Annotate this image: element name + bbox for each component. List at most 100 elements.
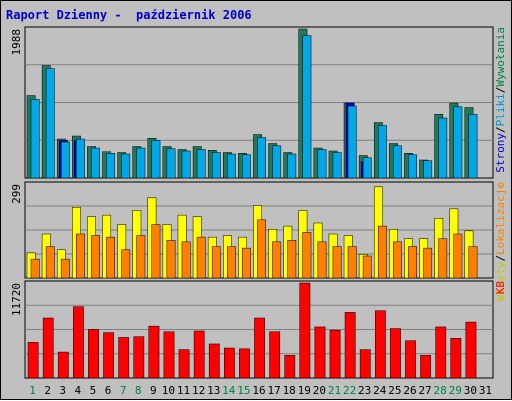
bar-pliki-24 bbox=[377, 125, 387, 179]
bar-kb-6 bbox=[103, 332, 114, 379]
bar-lokalizacje-17 bbox=[272, 241, 282, 279]
bar-pliki-6 bbox=[106, 153, 116, 179]
bar-pliki-22 bbox=[347, 105, 357, 179]
bar-pliki-26 bbox=[408, 154, 417, 179]
bar-lokalizacje-4 bbox=[76, 233, 85, 279]
x-tick-label-22: 22 bbox=[343, 384, 356, 397]
x-tick-label-6: 6 bbox=[105, 384, 112, 397]
bar-pliki-16 bbox=[257, 137, 267, 179]
chart-title: Raport Dzienny - październik 2006 bbox=[6, 8, 252, 22]
bar-pliki-21 bbox=[332, 152, 342, 179]
x-tick-label-30: 30 bbox=[464, 384, 477, 397]
bar-kb-17 bbox=[269, 331, 281, 379]
x-tick-label-4: 4 bbox=[75, 384, 82, 397]
bar-lokalizacje-20 bbox=[317, 241, 327, 279]
bar-kb-26 bbox=[405, 340, 416, 379]
x-tick-label-9: 9 bbox=[150, 384, 157, 397]
bar-lokalizacje-18 bbox=[287, 240, 297, 279]
bar-lokalizacje-2 bbox=[45, 246, 55, 279]
bar-pliki-29 bbox=[453, 106, 463, 179]
x-tick-label-27: 27 bbox=[418, 384, 431, 397]
bar-pliki-1 bbox=[30, 99, 40, 179]
legend-hits: Strony/Pliki/Wywołania bbox=[494, 27, 507, 173]
x-tick-label-21: 21 bbox=[328, 384, 341, 397]
x-tick-label-26: 26 bbox=[403, 384, 416, 397]
x-tick-label-7: 7 bbox=[120, 384, 127, 397]
x-tick-label-20: 20 bbox=[313, 384, 326, 397]
x-tick-label-19: 19 bbox=[298, 384, 311, 397]
x-tick-label-17: 17 bbox=[267, 384, 280, 397]
bar-lokalizacje-19 bbox=[302, 232, 312, 279]
x-tick-label-3: 3 bbox=[59, 384, 66, 397]
bar-lokalizacje-26 bbox=[408, 246, 417, 279]
bar-kb-16 bbox=[254, 317, 265, 379]
ymax-label-hits: 1988 bbox=[10, 29, 23, 56]
bar-lokalizacje-5 bbox=[91, 235, 100, 279]
bar-lokalizacje-1 bbox=[30, 258, 40, 279]
bar-lokalizacje-15 bbox=[242, 247, 251, 279]
bar-pliki-17 bbox=[272, 145, 282, 179]
bar-lokalizacje-22 bbox=[347, 246, 357, 279]
bar-kb-28 bbox=[435, 326, 447, 379]
x-tick-label-10: 10 bbox=[162, 384, 175, 397]
bar-kb-4 bbox=[73, 306, 84, 379]
bar-kb-21 bbox=[329, 329, 341, 379]
bar-pliki-14 bbox=[227, 153, 236, 179]
bar-kb-12 bbox=[193, 330, 205, 379]
bar-lokalizacje-28 bbox=[438, 238, 448, 279]
legend-item: Lokalizacje bbox=[494, 182, 507, 255]
x-tick-label-15: 15 bbox=[237, 384, 250, 397]
bar-kb-20 bbox=[314, 326, 326, 379]
bar-lokalizacje-8 bbox=[136, 235, 146, 279]
ymax-label-visits: 299 bbox=[10, 184, 23, 204]
bar-kb-5 bbox=[88, 329, 99, 379]
bar-pliki-13 bbox=[211, 152, 221, 179]
bar-pliki-5 bbox=[91, 147, 100, 179]
bar-kb-25 bbox=[390, 328, 401, 379]
x-tick-label-5: 5 bbox=[90, 384, 97, 397]
bar-kb-29 bbox=[450, 338, 462, 379]
bar-kb-11 bbox=[178, 349, 190, 379]
bar-lokalizacje-3 bbox=[60, 258, 70, 279]
bar-lokalizacje-13 bbox=[211, 246, 221, 279]
x-tick-label-1: 1 bbox=[29, 384, 36, 397]
bar-kb-23 bbox=[359, 349, 371, 379]
bar-kb-14 bbox=[224, 347, 235, 379]
bar-pliki-11 bbox=[181, 150, 191, 179]
bar-pliki-25 bbox=[393, 145, 402, 179]
bar-pliki-18 bbox=[287, 153, 297, 179]
bar-kb-22 bbox=[344, 312, 356, 379]
x-tick-label-14: 14 bbox=[222, 384, 236, 397]
bar-pliki-7 bbox=[121, 153, 131, 179]
bar-pliki-3 bbox=[60, 141, 70, 179]
bar-kb-3 bbox=[57, 351, 69, 379]
legend-item: Pliki bbox=[494, 93, 507, 126]
x-tick-label-16: 16 bbox=[252, 384, 265, 397]
bar-lokalizacje-29 bbox=[453, 233, 463, 279]
bar-pliki-27 bbox=[423, 160, 433, 179]
bar-pliki-9 bbox=[151, 140, 161, 179]
bar-lokalizacje-25 bbox=[393, 241, 402, 279]
legend-item: / bbox=[494, 255, 507, 262]
bar-lokalizacje-6 bbox=[106, 236, 116, 279]
x-tick-label-11: 11 bbox=[177, 384, 190, 397]
bar-kb-13 bbox=[208, 343, 220, 379]
bar-pliki-8 bbox=[136, 147, 146, 179]
x-tick-label-31: 31 bbox=[479, 384, 492, 397]
bar-pliki-20 bbox=[317, 149, 327, 179]
x-tick-label-8: 8 bbox=[135, 384, 142, 397]
bar-pliki-30 bbox=[468, 114, 478, 179]
bar-lokalizacje-7 bbox=[121, 249, 131, 279]
ymax-label-kb: 11720 bbox=[10, 283, 23, 316]
bar-lokalizacje-11 bbox=[181, 241, 191, 279]
bar-pliki-12 bbox=[196, 149, 206, 179]
bar-pliki-2 bbox=[45, 68, 55, 179]
x-tick-label-24: 24 bbox=[373, 384, 387, 397]
bar-kb-10 bbox=[163, 331, 175, 379]
bar-lokalizacje-27 bbox=[423, 247, 433, 279]
x-tick-label-23: 23 bbox=[358, 384, 371, 397]
bar-pliki-4 bbox=[76, 138, 85, 179]
bar-kb-1 bbox=[27, 342, 39, 379]
